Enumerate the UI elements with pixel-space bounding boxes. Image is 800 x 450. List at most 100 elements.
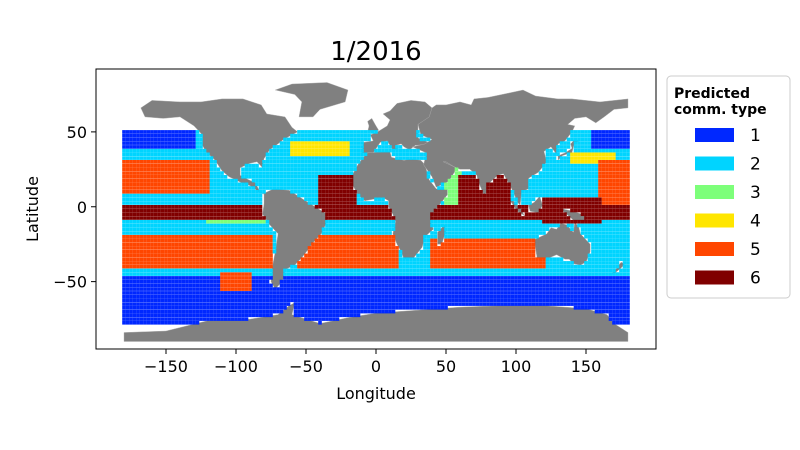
- data-point: [335, 178, 340, 183]
- data-point: [241, 201, 245, 205]
- data-point: [465, 298, 469, 303]
- data-point: [591, 190, 595, 194]
- data-point: [503, 212, 508, 216]
- data-point: [213, 264, 217, 269]
- data-point: [234, 272, 238, 276]
- data-point: [237, 197, 242, 202]
- data-point: [265, 246, 270, 250]
- data-point: [580, 223, 585, 228]
- data-point: [538, 294, 543, 299]
- data-point: [503, 231, 508, 235]
- data-point: [237, 268, 242, 273]
- data-point: [594, 175, 599, 179]
- data-point: [185, 313, 189, 318]
- data-point: [423, 291, 427, 295]
- data-point: [363, 238, 368, 243]
- data-point: [356, 257, 361, 261]
- data-point: [234, 276, 238, 280]
- data-point: [615, 208, 620, 213]
- data-point: [265, 302, 270, 306]
- data-point: [465, 234, 469, 239]
- data-point: [195, 298, 200, 303]
- data-point: [542, 268, 546, 273]
- data-point: [353, 257, 357, 261]
- data-point: [601, 276, 606, 280]
- data-point: [223, 201, 228, 205]
- data-point: [587, 253, 592, 258]
- data-point: [423, 268, 427, 273]
- data-point: [153, 294, 158, 299]
- data-point: [626, 279, 630, 284]
- data-point: [192, 287, 196, 291]
- data-point: [451, 227, 455, 231]
- data-point: [192, 216, 196, 220]
- data-point: [451, 216, 455, 220]
- data-point: [290, 264, 294, 269]
- data-point: [489, 197, 494, 202]
- data-point: [493, 186, 497, 190]
- data-point: [468, 182, 473, 187]
- data-point: [125, 163, 130, 168]
- data-point: [388, 264, 392, 269]
- data-point: [342, 272, 347, 276]
- data-point: [167, 249, 172, 254]
- data-point: [346, 234, 350, 239]
- data-point: [325, 253, 329, 258]
- data-point: [381, 246, 385, 250]
- data-point: [577, 160, 581, 164]
- data-point: [580, 175, 585, 179]
- data-point: [321, 175, 326, 179]
- data-point: [545, 175, 550, 179]
- data-point: [493, 287, 497, 291]
- data-point: [493, 205, 497, 209]
- data-point: [465, 246, 469, 250]
- data-point: [146, 216, 151, 220]
- data-point: [402, 257, 406, 261]
- data-point: [559, 283, 564, 288]
- data-point: [444, 257, 448, 261]
- data-point: [304, 257, 308, 261]
- data-point: [213, 178, 217, 183]
- data-point: [514, 291, 518, 295]
- data-point: [587, 306, 592, 310]
- data-point: [164, 253, 168, 258]
- data-point: [370, 253, 375, 258]
- data-point: [489, 223, 494, 228]
- data-point: [430, 212, 434, 216]
- data-point: [251, 223, 256, 228]
- data-point: [493, 197, 497, 202]
- data-point: [258, 279, 263, 284]
- data-point: [153, 257, 158, 261]
- data-point: [318, 298, 322, 303]
- data-point: [220, 276, 224, 280]
- data-point: [465, 178, 469, 183]
- data-point: [230, 216, 235, 220]
- data-point: [626, 313, 630, 318]
- data-point: [489, 291, 494, 295]
- data-point: [353, 231, 357, 235]
- data-point: [528, 216, 532, 220]
- data-point: [139, 264, 144, 269]
- data-point: [332, 231, 336, 235]
- data-point: [454, 182, 459, 187]
- data-point: [538, 276, 543, 280]
- data-point: [549, 279, 553, 284]
- data-point: [237, 294, 242, 299]
- data-point: [542, 212, 546, 216]
- data-point: [447, 249, 452, 254]
- data-point: [157, 302, 161, 306]
- data-point: [465, 190, 469, 194]
- data-point: [500, 201, 504, 205]
- data-point: [307, 186, 312, 190]
- data-point: [248, 175, 252, 179]
- data-point: [479, 238, 483, 243]
- data-point: [293, 302, 298, 306]
- data-point: [150, 309, 154, 314]
- data-point: [174, 156, 179, 160]
- data-point: [615, 276, 620, 280]
- data-point: [230, 276, 235, 280]
- data-point: [528, 223, 532, 228]
- data-point: [353, 219, 357, 224]
- data-point: [367, 287, 371, 291]
- data-point: [325, 238, 329, 243]
